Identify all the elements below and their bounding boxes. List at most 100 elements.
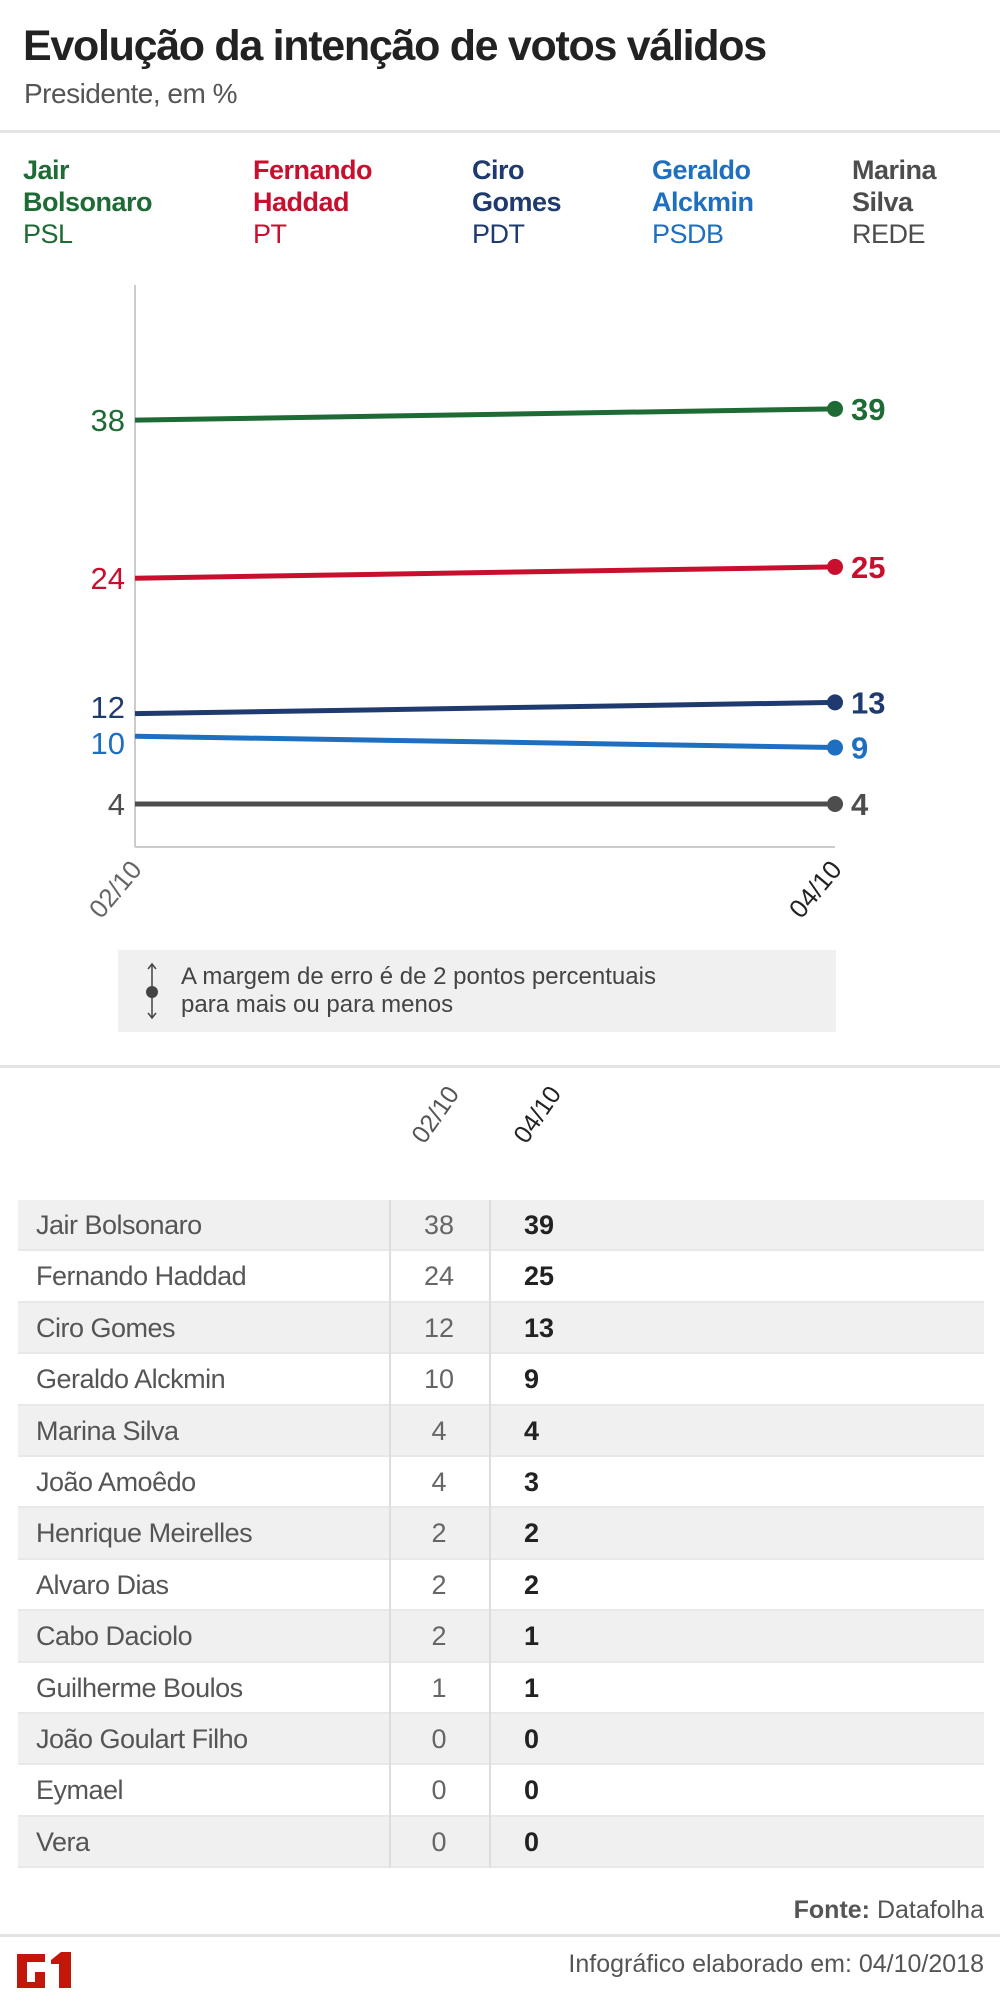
- legend-party: PSL: [23, 219, 73, 249]
- legend-name: Bolsonaro: [23, 187, 153, 217]
- value-0410: 1: [524, 1621, 540, 1652]
- legend-item: Fernando Haddad PT: [253, 154, 373, 250]
- candidate-name: Alvaro Dias: [36, 1569, 169, 1600]
- candidate-name: Guilherme Boulos: [36, 1672, 243, 1703]
- line-chart: 38 39 24 25 12 13 10 9 4 4 02/10 04/10: [83, 285, 885, 924]
- x-tick-label: 02/10: [83, 855, 148, 924]
- value-0210: 4: [431, 1466, 447, 1497]
- start-value-label: 4: [108, 787, 125, 822]
- start-value-label: 12: [91, 690, 125, 725]
- end-value-label: 13: [851, 685, 885, 720]
- table-row: Jair Bolsonaro 38 39: [18, 1200, 984, 1252]
- legend-name: Marina: [852, 155, 937, 185]
- table-row: Ciro Gomes 12 13: [18, 1302, 984, 1355]
- divider: [0, 1065, 1000, 1068]
- value-0210: 10: [423, 1364, 455, 1395]
- legend-name: Alckmin: [652, 187, 754, 217]
- end-value-label: 4: [851, 787, 869, 822]
- start-value-label: 38: [91, 403, 125, 438]
- legend-name: Jair: [23, 155, 70, 185]
- table-row: João Goulart Filho 0 0: [18, 1713, 984, 1766]
- divider: [0, 130, 1000, 133]
- column-header: 02/10: [406, 1081, 466, 1149]
- source-label: Fonte:: [793, 1896, 871, 1924]
- start-value-label: 10: [91, 726, 125, 761]
- legend-name: Ciro: [472, 155, 525, 185]
- value-0410: 2: [524, 1518, 540, 1549]
- table-row: Vera 0 0: [18, 1816, 984, 1869]
- legend-party: PT: [253, 219, 287, 249]
- value-0210: 24: [423, 1261, 455, 1292]
- error-margin-icon: [146, 962, 158, 1020]
- legend-name: Silva: [852, 187, 913, 217]
- table-row: Henrique Meirelles 2 2: [18, 1508, 984, 1560]
- value-0410: 9: [524, 1364, 540, 1395]
- value-0410: 0: [524, 1775, 540, 1806]
- end-value-label: 9: [851, 731, 868, 766]
- value-0410: 0: [524, 1723, 540, 1754]
- legend-item: Jair Bolsonaro PSL: [23, 154, 153, 250]
- legend-name: Haddad: [253, 187, 350, 217]
- page-title: Evolução da intenção de votos válidos: [23, 22, 767, 70]
- margin-of-error-note: A margem de erro é de 2 pontos percentua…: [118, 950, 836, 1032]
- value-0210: 0: [431, 1826, 447, 1857]
- legend-name: Gomes: [472, 187, 562, 217]
- g1-logo: [17, 1952, 71, 1988]
- value-0210: 2: [431, 1569, 447, 1600]
- data-point: [827, 558, 843, 575]
- value-0410: 13: [524, 1312, 555, 1343]
- value-0210: 0: [431, 1775, 447, 1806]
- x-tick-label: 04/10: [783, 855, 848, 924]
- data-point: [827, 796, 843, 812]
- table-row: Alvaro Dias 2 2: [18, 1560, 984, 1612]
- value-0410: 2: [524, 1569, 540, 1600]
- source: Fonte: Datafolha: [794, 1896, 984, 1925]
- value-0410: 3: [524, 1466, 540, 1497]
- legend-party: PDT: [472, 219, 525, 249]
- note-line: A margem de erro é de 2 pontos percentua…: [181, 963, 656, 990]
- column-divider: [489, 1200, 491, 1868]
- candidate-name: Fernando Haddad: [36, 1261, 247, 1292]
- value-0410: 4: [524, 1415, 540, 1446]
- column-header: 04/10: [508, 1081, 568, 1149]
- legend-party: PSDB: [652, 219, 724, 249]
- table-row: Cabo Daciolo 2 1: [18, 1611, 984, 1663]
- table-row: Guilherme Boulos 1 1: [18, 1663, 984, 1714]
- candidate-name: Marina Silva: [36, 1415, 179, 1446]
- value-0210: 2: [431, 1621, 447, 1652]
- table-row: João Amoêdo 4 3: [18, 1457, 984, 1509]
- value-0210: 12: [423, 1312, 455, 1343]
- page-subtitle: Presidente, em %: [24, 78, 238, 109]
- legend-item: Marina Silva REDE: [852, 154, 937, 250]
- value-0210: 4: [431, 1415, 447, 1446]
- series-line: [134, 564, 836, 581]
- value-0210: 38: [423, 1210, 455, 1240]
- results-table: Jair Bolsonaro 38 39 Fernando Haddad 24 25 Cir…: [18, 1200, 984, 1869]
- candidate-name: João Goulart Filho: [36, 1723, 248, 1754]
- candidate-name: Geraldo Alckmin: [36, 1364, 226, 1395]
- candidate-name: Jair Bolsonaro: [36, 1210, 202, 1240]
- table-row: Fernando Haddad 24 25: [18, 1251, 984, 1303]
- credit: Infográfico elaborado em: 04/10/2018: [568, 1950, 984, 1978]
- end-value-label: 25: [851, 550, 885, 585]
- legend-item: Geraldo Alckmin PSDB: [652, 154, 754, 250]
- series-line: [134, 699, 836, 717]
- table-row: Geraldo Alckmin 10 9: [18, 1354, 984, 1406]
- legend-name: Fernando: [253, 155, 373, 185]
- series-line: [134, 406, 836, 423]
- divider: [0, 1934, 1000, 1937]
- candidate-name: Eymael: [36, 1775, 124, 1806]
- column-divider: [389, 1200, 391, 1868]
- candidate-name: Vera: [36, 1826, 90, 1857]
- series-line: [134, 733, 836, 751]
- data-point: [827, 694, 843, 711]
- data-point: [827, 739, 843, 756]
- legend-item: Ciro Gomes PDT: [472, 154, 562, 250]
- value-0410: 25: [524, 1261, 555, 1292]
- end-value-label: 39: [851, 392, 885, 427]
- candidate-name: Ciro Gomes: [36, 1312, 176, 1343]
- value-0410: 0: [524, 1826, 540, 1857]
- source-name: Datafolha: [876, 1896, 984, 1924]
- value-0210: 0: [431, 1723, 447, 1754]
